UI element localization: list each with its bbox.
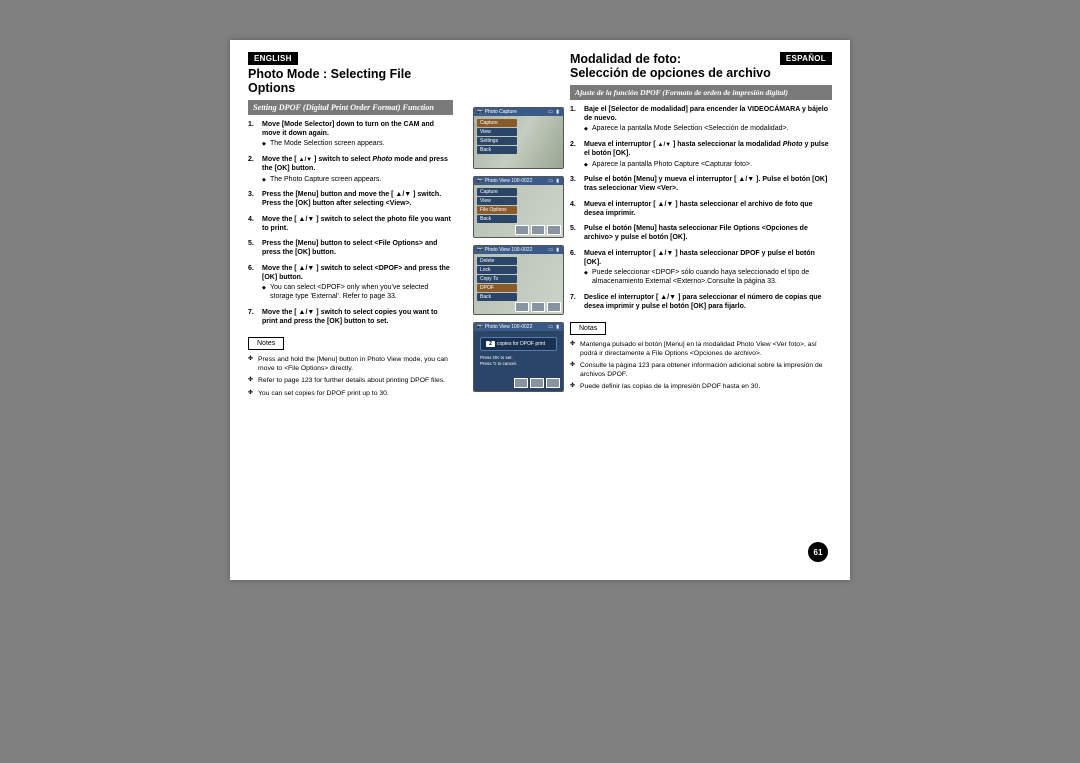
note-item: Consulte la página 123 para obtener info… [570,362,832,379]
step-text: Move [Mode Selector] down to turn on the… [262,121,434,137]
thumbnails [514,378,560,388]
notes-en: Press and hold the [Menu] button in Phot… [248,356,453,398]
steps-es: Baje el [Selector de modalidad] para enc… [570,106,832,312]
note-item: You can set copies for DPOF print up to … [248,390,453,398]
spanish-column: ESPAÑOL Modalidad de foto: Selección de … [570,52,832,568]
menu-item: Back [477,215,517,223]
step-sub: Aparece la pantalla Mode Selection <Sele… [584,125,832,134]
notes-label-es: Notas [570,322,606,335]
step-text: Mueva el interruptor [ ▲/▼ ] hasta selec… [584,201,813,217]
step-text: Move the [ ▲/▼ ] switch to select Photo … [262,156,448,172]
screenshot-5: 5 📷 Photo View 100-0022▭ ▮ Capture View … [473,176,564,238]
menu-item: Capture [477,188,517,196]
menu-item: Settings [477,137,517,145]
screenshot-body: Delete Lock Copy To DPOF Back [474,254,563,314]
step-sub: You can select <DPOF> only when you've s… [262,284,453,302]
menu-item: View [477,128,517,136]
step-sub: The Photo Capture screen appears. [262,176,453,185]
step-text: Press the [Menu] button and move the [ ▲… [262,191,441,198]
screenshot-7: 7 📷 Photo View 100-0022▭ ▮ 2copies for D… [473,322,564,392]
step-text: Baje el [Selector de modalidad] para enc… [584,106,828,122]
step-sub: The Mode Selection screen appears. [262,140,453,149]
menu-item: Copy To [477,275,517,283]
note-item: Puede definir las copias de la impresión… [570,383,832,391]
camera-icon: 📷 Photo View 100-0022 [477,324,532,330]
menu-item: Delete [477,257,517,265]
step-text: Move the [ ▲/▼ ] switch to select copies… [262,309,438,325]
dpof-label: copies for DPOF print [497,341,545,347]
camera-icon: 📷 Photo View 100-0022 [477,247,532,253]
note-item: Refer to page 123 for further details ab… [248,377,453,385]
menu-strip: Capture View Settings Back [477,119,517,155]
menu-item: Back [477,293,517,301]
screenshot-header: 📷 Photo View 100-0022 ▭ ▮ [474,246,563,254]
menu-item: File Options [477,206,517,214]
note-item: Press and hold the [Menu] button in Phot… [248,356,453,373]
notes-label-en: Notes [248,337,284,350]
step-sub: Puede seleccionar <DPOF> sólo cuando hay… [584,269,832,287]
step-text: Pulse el botón [Menu] y mueva el interru… [584,176,827,192]
screenshot-header: 📷 Photo Capture ▭ ▮ [474,108,563,116]
menu-item: Lock [477,266,517,274]
menu-item: DPOF [477,284,517,292]
thumbnails [515,302,561,312]
battery-icon: ▭ ▮ [548,109,560,115]
manual-page: ENGLISH Photo Mode : Selecting File Opti… [230,40,850,580]
step-text: Press the [Menu] button to select <File … [262,240,437,256]
step-text: Move the [ ▲/▼ ] switch to select the ph… [262,216,451,232]
subtitle-en: Setting DPOF (Digital Print Order Format… [248,100,453,115]
screenshot-header: 📷 Photo View 100-0022 ▭ ▮ [474,323,563,331]
screenshot-body: Capture View Settings Back [474,116,563,168]
battery-icon: ▭ ▮ [548,178,560,184]
screenshot-body: Capture View File Options Back [474,185,563,237]
subtitle-es: Ajuste de la función DPOF (Formato de or… [570,85,832,100]
step-sub: Aparece la pantalla Photo Capture <Captu… [584,161,832,170]
lang-badge-es: ESPAÑOL [780,52,832,65]
page-number: 61 [808,542,828,562]
screenshot-6: 6 📷 Photo View 100-0022▭ ▮ Delete Lock C… [473,245,564,315]
step-text: Pulse el botón [Menu] hasta seleccionar … [584,225,808,241]
title-en: Photo Mode : Selecting File Options [248,67,453,96]
lang-badge-en: ENGLISH [248,52,298,65]
note-item: Mantenga pulsado el botón [Menu] en la m… [570,341,832,358]
menu-item: Capture [477,119,517,127]
thumbnails [515,225,561,235]
camera-icon: 📷 Photo View 100-0022 [477,178,532,184]
step-text: Deslice el interruptor [ ▲/▼ ] para sele… [584,294,822,310]
screenshot-header: 📷 Photo View 100-0022 ▭ ▮ [474,177,563,185]
english-column: ENGLISH Photo Mode : Selecting File Opti… [248,52,453,568]
dpof-dialog: 2copies for DPOF print [480,337,557,351]
steps-en: Move [Mode Selector] down to turn on the… [248,121,453,327]
screenshot-column: 3 📷 Photo Capture▭ ▮ Capture View Settin… [459,52,564,568]
cancel-hint: Press ⮌ to cancel. [480,360,557,368]
notes-es: Mantenga pulsado el botón [Menu] en la m… [570,341,832,391]
battery-icon: ▭ ▮ [548,247,560,253]
menu-item: Back [477,146,517,154]
screenshot-3: 3 📷 Photo Capture▭ ▮ Capture View Settin… [473,107,564,169]
menu-strip: Capture View File Options Back [477,188,517,224]
menu-strip: Delete Lock Copy To DPOF Back [477,257,517,302]
screenshot-body: 2copies for DPOF print Press OK to set. … [474,331,563,391]
menu-item: View [477,197,517,205]
battery-icon: ▭ ▮ [548,324,560,330]
step-text: Press the [OK] button after selecting <V… [262,200,412,207]
camera-icon: 📷 Photo Capture [477,109,517,115]
step-text: Move the [ ▲/▼ ] switch to select <DPOF>… [262,265,450,281]
step-text: Mueva el interruptor [ ▲/▼ ] hasta selec… [584,141,829,157]
dpof-count: 2 [486,341,495,347]
step-text: Mueva el interruptor [ ▲/▼ ] hasta selec… [584,250,815,266]
